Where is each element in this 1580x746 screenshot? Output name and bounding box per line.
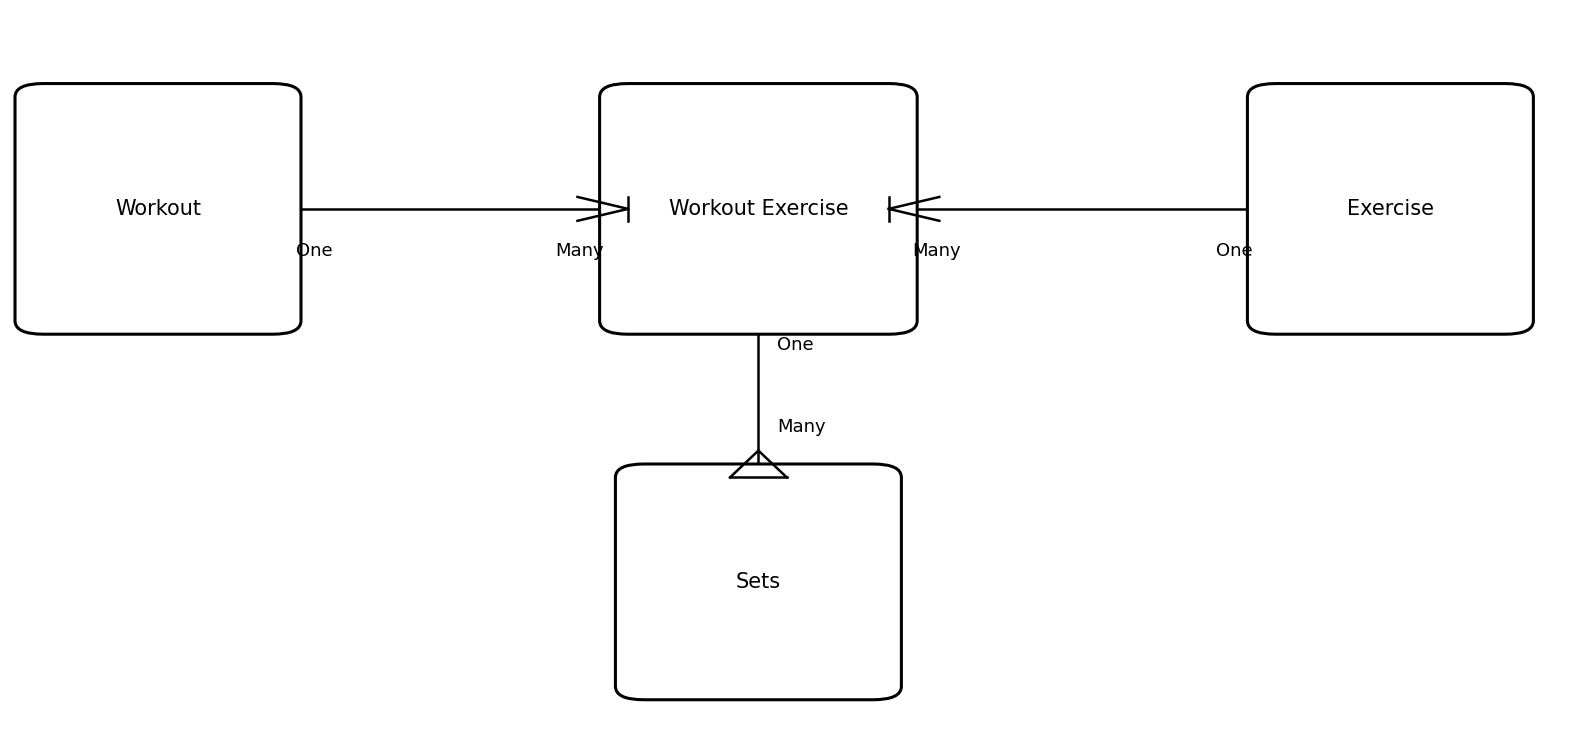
Text: Workout: Workout xyxy=(115,199,201,219)
Text: Many: Many xyxy=(777,419,826,436)
Text: One: One xyxy=(297,242,333,260)
FancyBboxPatch shape xyxy=(599,84,916,334)
Text: Exercise: Exercise xyxy=(1346,199,1435,219)
Text: Many: Many xyxy=(913,242,961,260)
Text: One: One xyxy=(1215,242,1251,260)
FancyBboxPatch shape xyxy=(616,464,901,700)
Text: Workout Exercise: Workout Exercise xyxy=(668,199,848,219)
FancyBboxPatch shape xyxy=(16,84,300,334)
FancyBboxPatch shape xyxy=(1247,84,1533,334)
Text: One: One xyxy=(777,336,814,354)
Text: Sets: Sets xyxy=(736,572,781,592)
Text: Many: Many xyxy=(556,242,604,260)
